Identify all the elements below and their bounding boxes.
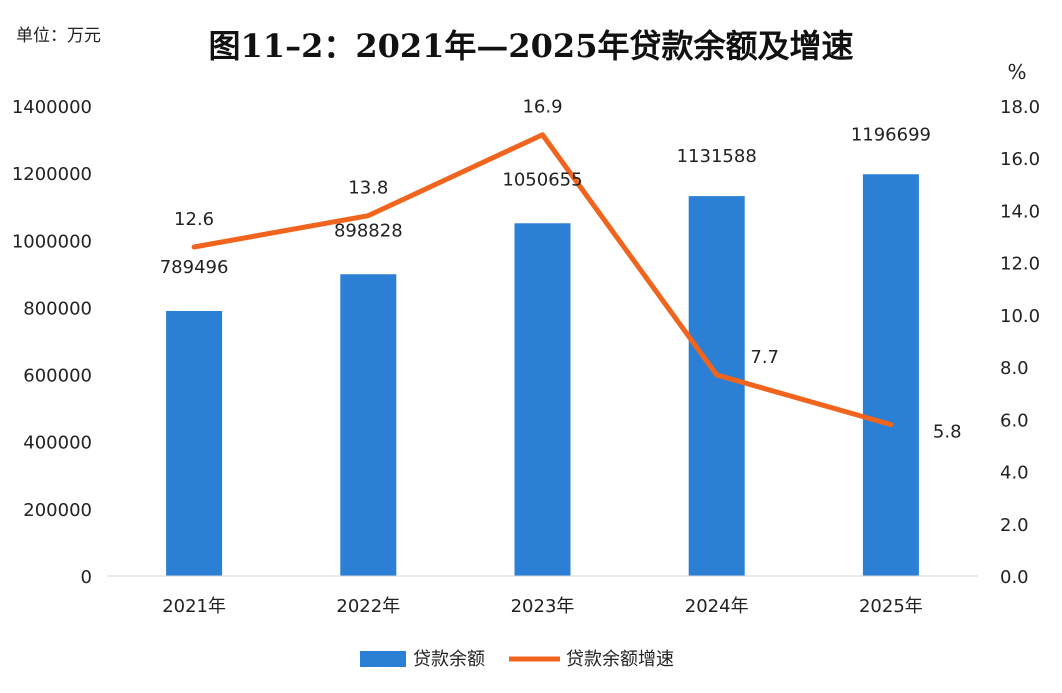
x-tick-label: 2024年 [685, 596, 749, 617]
left-y-tick-label: 1000000 [12, 231, 92, 252]
bar [514, 223, 571, 577]
right-y-tick-label: 0.0 [1000, 567, 1029, 588]
legend-label-line: 贷款余额增速 [566, 649, 674, 670]
x-tick-label: 2023年 [511, 596, 575, 617]
right-y-tick-label: 10.0 [1000, 306, 1040, 327]
right-y-tick-label: 6.0 [1000, 410, 1029, 431]
right-y-tick-label: 4.0 [1000, 463, 1029, 484]
x-tick-label: 2025年 [859, 596, 923, 617]
left-y-axis: 0 200000 400000 600000 800000 1000000 1200000 1… [12, 97, 92, 588]
x-tick-label: 2022年 [336, 596, 400, 617]
right-y-axis: 0.0 2.0 4.0 6.0 8.0 10.0 12.0 14.0 16.0 18.0 [1000, 97, 1040, 588]
legend-swatch-bar [360, 651, 406, 667]
bar-value-label: 1196699 [851, 124, 931, 145]
bar-value-label: 898828 [334, 220, 403, 241]
x-axis: 2021年 2022年 2023年 2024年 2025年 [162, 596, 923, 617]
data-labels: 789496 898828 1050655 1131588 1196699 12.6 13.… [160, 97, 962, 443]
bar-series [166, 174, 919, 577]
bar [862, 174, 919, 577]
line-value-label: 13.8 [348, 178, 388, 199]
line-series [191, 132, 894, 428]
right-y-tick-label: 12.0 [1000, 254, 1040, 275]
bar [340, 274, 397, 576]
left-y-tick-label: 400000 [23, 433, 92, 454]
left-y-tick-label: 600000 [23, 366, 92, 387]
line-value-label: 5.8 [933, 422, 962, 443]
left-y-tick-label: 1200000 [12, 164, 92, 185]
bar-value-label: 1131588 [677, 146, 757, 167]
left-y-tick-label: 200000 [23, 500, 92, 521]
left-y-tick-label: 0 [81, 567, 92, 588]
left-y-tick-label: 1400000 [12, 97, 92, 118]
bar-value-label: 789496 [160, 257, 229, 278]
right-y-tick-label: 14.0 [1000, 201, 1040, 222]
line-value-label: 7.7 [750, 347, 779, 368]
right-y-tick-label: 8.0 [1000, 358, 1029, 379]
line-value-label: 16.9 [522, 97, 562, 118]
left-unit-label: 单位：万元 [16, 26, 101, 46]
growth-line [191, 132, 894, 428]
right-y-tick-label: 18.0 [1000, 97, 1040, 118]
legend: 贷款余额 贷款余额增速 [360, 649, 674, 670]
chart-title: 图11–2：2021年—2025年贷款余额及增速 [209, 27, 854, 65]
bar [166, 310, 223, 576]
x-tick-label: 2021年 [162, 596, 226, 617]
bar-value-label: 1050655 [502, 169, 582, 190]
legend-label-bar: 贷款余额 [413, 649, 485, 670]
bar [688, 196, 745, 576]
line-value-label: 12.6 [174, 209, 214, 230]
right-unit-label: % [1007, 60, 1026, 84]
right-y-tick-label: 16.0 [1000, 149, 1040, 170]
right-y-tick-label: 2.0 [1000, 515, 1029, 536]
left-y-tick-label: 800000 [23, 298, 92, 319]
